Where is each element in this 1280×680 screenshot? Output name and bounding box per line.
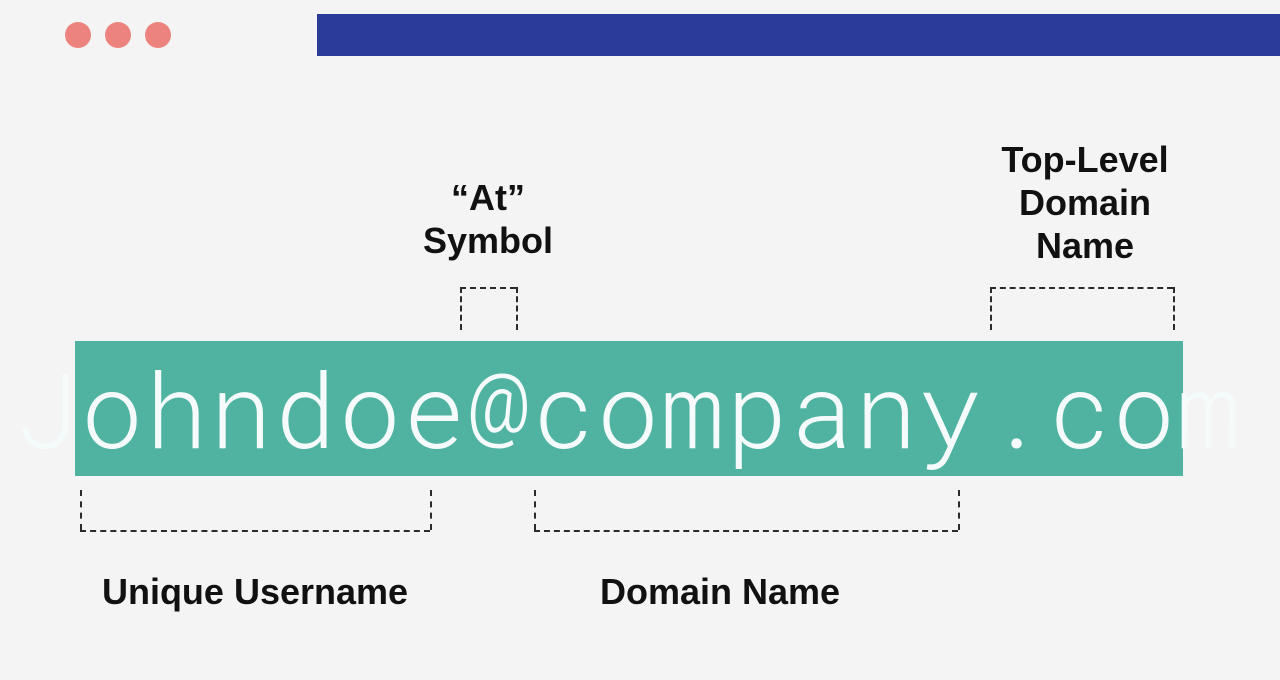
annotation-username-line1: Unique Username: [102, 570, 408, 613]
email-username: Johndoe: [16, 340, 467, 477]
annotation-username-label: Unique Username: [102, 570, 408, 613]
email-domain: company: [532, 340, 983, 477]
bracket-segment: [460, 287, 462, 330]
window-dot-icon: [105, 22, 131, 48]
header-bar: [317, 14, 1280, 56]
email-at-symbol: @: [468, 340, 533, 477]
annotation-at-symbol-line1: “At”: [423, 176, 553, 219]
bracket-segment: [1173, 287, 1175, 330]
bracket-segment: [460, 287, 516, 289]
bracket-segment: [990, 287, 992, 330]
window-dot-icon: [65, 22, 91, 48]
annotation-tld-line2: Domain: [1001, 181, 1168, 224]
email-dot: .: [984, 340, 1049, 477]
bracket-segment: [990, 287, 1173, 289]
email-tld: com: [1048, 340, 1241, 477]
bracket-segment: [958, 490, 960, 530]
window-dot-icon: [145, 22, 171, 48]
bracket-segment: [534, 490, 536, 530]
annotation-tld-line3: Name: [1001, 224, 1168, 267]
annotation-tld-line1: Top-Level: [1001, 138, 1168, 181]
bracket-segment: [516, 287, 518, 330]
bracket-segment: [534, 530, 958, 532]
email-address-band: Johndoe@company.com: [75, 341, 1183, 476]
annotation-at-symbol-label: “At” Symbol: [423, 176, 553, 262]
bracket-segment: [430, 490, 432, 530]
annotation-domain-line1: Domain Name: [600, 570, 840, 613]
annotation-tld-label: Top-Level Domain Name: [1001, 138, 1168, 268]
bracket-segment: [80, 530, 430, 532]
annotation-domain-label: Domain Name: [600, 570, 840, 613]
diagram-canvas: “At” Symbol Top-Level Domain Name Johndo…: [0, 0, 1280, 680]
annotation-at-symbol-line2: Symbol: [423, 219, 553, 262]
bracket-segment: [80, 490, 82, 530]
